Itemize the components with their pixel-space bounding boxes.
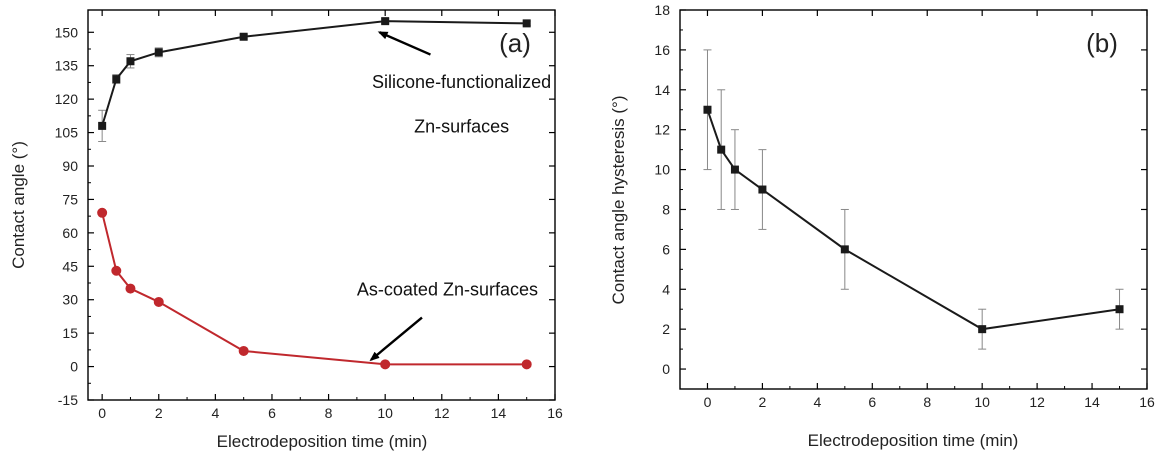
plot-frame [87, 9, 556, 401]
x-tick-label: 8 [325, 405, 333, 421]
data-point [717, 145, 726, 154]
y-tick-label: 12 [654, 122, 670, 138]
y-tick-label: 15 [62, 325, 78, 341]
data-point [522, 19, 531, 28]
y-tick-label: 105 [55, 125, 79, 141]
x-tick-label: 12 [434, 405, 450, 421]
y-tick-label: 30 [62, 292, 78, 308]
x-tick-label: 4 [211, 405, 219, 421]
x-tick-label: 0 [98, 405, 106, 421]
x-tick-label: 14 [491, 405, 507, 421]
annotation-2: As-coated Zn-surfaces [357, 279, 538, 362]
annotation-text: Zn-surfaces [414, 117, 509, 137]
x-tick-label: 8 [923, 394, 931, 410]
data-point [521, 359, 532, 370]
x-tick-label: 12 [1029, 394, 1045, 410]
y-tick-label: 150 [55, 24, 79, 40]
chart-panel-a: 0 2 4 6 8 10 12 14 16 -15 0 15 30 45 60 75 90 105 120 135 15… [9, 9, 563, 451]
data-point [730, 165, 739, 174]
series-1 [98, 17, 531, 142]
annotation-arrow [369, 316, 423, 362]
data-point [112, 75, 121, 84]
y-tick-label: -15 [58, 392, 78, 408]
data-point [380, 359, 391, 370]
y-tick-label: 14 [654, 82, 670, 98]
panel-label: (b) [1086, 28, 1118, 58]
x-tick-label: 2 [155, 405, 163, 421]
data-point [978, 325, 987, 334]
x-axis-label: Electrodeposition time (min) [217, 432, 428, 451]
plot-frame [679, 9, 1148, 390]
panel-label: (a) [499, 28, 531, 58]
x-tick-label: 10 [377, 405, 393, 421]
y-tick-label: 18 [654, 2, 670, 18]
y-tick-label: 120 [55, 91, 79, 107]
data-point [238, 345, 249, 356]
x-tick-label: 2 [759, 394, 767, 410]
y-tick-label: 135 [55, 58, 79, 74]
y-tick-label: 0 [70, 359, 78, 375]
annotation-1: Silicone-functionalized Zn-surfaces [372, 31, 551, 137]
annotation-text: As-coated Zn-surfaces [357, 279, 538, 299]
series-line [706, 109, 1120, 331]
x-tick-label: 16 [547, 405, 563, 421]
data-point [840, 245, 849, 254]
data-point [381, 17, 390, 26]
data-point [1115, 305, 1124, 314]
y-tick-label: 8 [662, 201, 670, 217]
data-point [97, 207, 108, 218]
y-tick-label: 6 [662, 241, 670, 257]
x-tick-label: 6 [268, 405, 276, 421]
y-tick-label: 16 [654, 42, 670, 58]
y-tick-label: 45 [62, 258, 78, 274]
data-point [111, 265, 122, 276]
series-1 [703, 49, 1124, 350]
x-tick-label: 0 [704, 394, 712, 410]
x-tick-label: 6 [868, 394, 876, 410]
x-tick-label: 16 [1139, 394, 1155, 410]
y-tick-label: 10 [654, 162, 670, 178]
data-point [154, 48, 163, 57]
y-axis-label: Contact angle (°) [9, 141, 28, 269]
annotation-text: Silicone-functionalized [372, 72, 551, 92]
y-tick-label: 75 [62, 191, 78, 207]
data-point [125, 283, 136, 294]
data-point [126, 57, 135, 66]
annotation-arrow [377, 31, 431, 56]
data-point [758, 185, 767, 194]
y-tick-label: 0 [662, 361, 670, 377]
x-tick-label: 10 [974, 394, 990, 410]
series-2 [97, 207, 532, 370]
y-tick-label: 90 [62, 158, 78, 174]
y-tick-label: 2 [662, 321, 670, 337]
data-point [98, 121, 107, 130]
y-tick-label: 4 [662, 281, 670, 297]
x-axis-label: Electrodeposition time (min) [808, 431, 1019, 450]
data-point [703, 105, 712, 114]
data-point [239, 32, 248, 41]
data-point [153, 296, 164, 307]
x-tick-label: 14 [1084, 394, 1100, 410]
x-tick-label: 4 [813, 394, 821, 410]
y-axis-label: Contact angle hysteresis (°) [609, 96, 628, 305]
chart-panel-b: 0 2 4 6 8 10 12 14 16 0 2 4 6 8 10 12 14 16 18 Electrodepos… [609, 2, 1155, 450]
y-tick-label: 60 [62, 225, 78, 241]
